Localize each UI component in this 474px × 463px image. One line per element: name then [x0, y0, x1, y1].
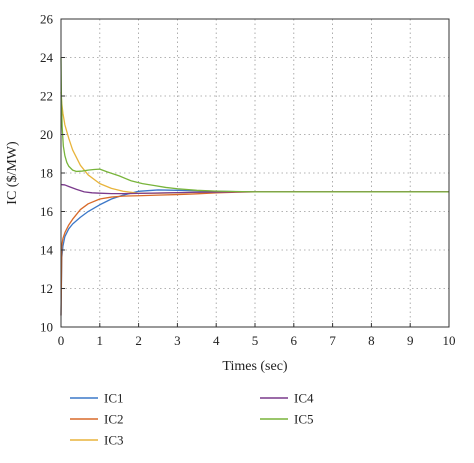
y-tick-label: 16	[40, 204, 54, 219]
x-axis-label: Times (sec)	[222, 359, 288, 374]
x-tick-label: 5	[252, 333, 259, 348]
legend-item-ic3: IC3	[70, 433, 124, 448]
ticks	[60, 18, 450, 328]
x-tick-label: 7	[329, 333, 336, 348]
legend-item-ic5: IC5	[260, 412, 314, 427]
y-tick-label: 20	[40, 127, 53, 142]
x-tick-label: 9	[407, 333, 414, 348]
legend-item-ic2: IC2	[70, 412, 124, 427]
legend-item-ic4: IC4	[260, 391, 314, 406]
series-lines	[60, 57, 449, 316]
series-line-ic5	[60, 57, 449, 193]
x-tick-label: 2	[135, 333, 142, 348]
y-tick-label: 26	[40, 12, 54, 27]
y-tick-label: 10	[40, 320, 53, 335]
legend-label: IC2	[104, 412, 124, 427]
x-tick-label: 8	[368, 333, 375, 348]
legend-label: IC4	[294, 391, 314, 406]
x-tick-labels: 0 1 2 3 4 5 6 7 8 9 10	[58, 333, 456, 348]
x-tick-label: 0	[58, 333, 65, 348]
grid	[61, 19, 449, 327]
legend: IC1 IC2 IC3 IC4 IC5	[70, 391, 314, 448]
x-tick-label: 6	[291, 333, 298, 348]
y-tick-label: 22	[40, 89, 53, 104]
y-tick-label: 12	[40, 281, 53, 296]
y-tick-label: 14	[40, 243, 54, 258]
x-tick-label: 4	[213, 333, 220, 348]
legend-label: IC5	[294, 412, 314, 427]
series-line-ic3	[60, 92, 449, 194]
y-tick-label: 24	[40, 50, 54, 65]
legend-label: IC1	[104, 391, 124, 406]
y-tick-label: 18	[40, 166, 53, 181]
x-tick-label: 1	[97, 333, 104, 348]
x-tick-label: 10	[443, 333, 456, 348]
x-tick-label: 3	[174, 333, 181, 348]
y-tick-labels: 10 12 14 16 18 20 22 24 26	[40, 12, 54, 335]
legend-label: IC3	[104, 433, 124, 448]
y-axis-label: IC ($/MW)	[5, 141, 20, 205]
legend-item-ic1: IC1	[70, 391, 124, 406]
